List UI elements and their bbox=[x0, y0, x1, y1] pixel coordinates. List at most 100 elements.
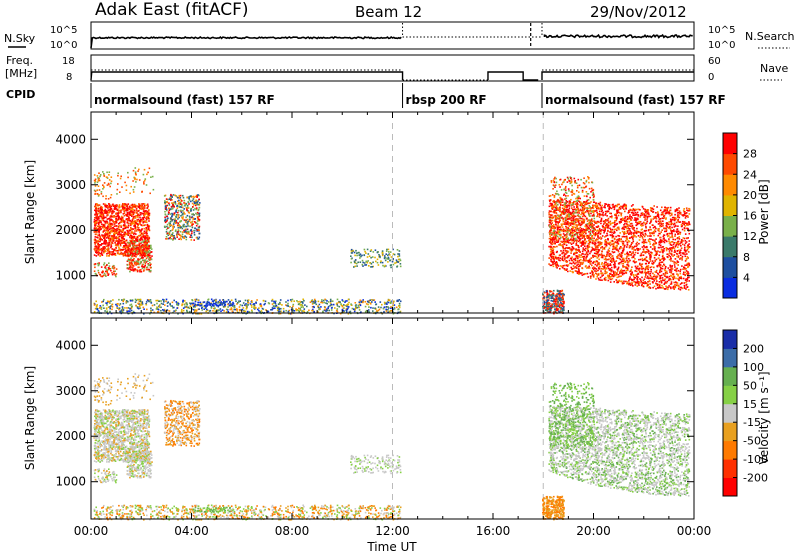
data-pixel bbox=[156, 299, 159, 302]
data-pixel bbox=[227, 299, 230, 301]
data-pixel bbox=[298, 303, 300, 305]
data-pixel bbox=[638, 284, 640, 286]
data-pixel bbox=[135, 262, 137, 264]
data-pixel bbox=[121, 209, 123, 211]
data-pixel bbox=[253, 307, 255, 309]
data-pixel bbox=[245, 308, 248, 310]
data-pixel bbox=[367, 309, 370, 311]
data-pixel bbox=[558, 221, 560, 223]
data-pixel bbox=[142, 245, 145, 248]
data-pixel bbox=[602, 223, 605, 225]
data-pixel bbox=[188, 199, 191, 201]
data-pixel bbox=[566, 208, 568, 211]
data-pixel bbox=[187, 201, 189, 203]
data-pixel bbox=[181, 194, 184, 197]
data-pixel bbox=[162, 298, 164, 301]
data-pixel bbox=[141, 206, 143, 208]
data-pixel bbox=[130, 228, 132, 230]
data-pixel bbox=[682, 240, 684, 242]
data-pixel bbox=[124, 242, 126, 245]
data-pixel bbox=[136, 270, 139, 272]
data-pixel bbox=[688, 243, 690, 245]
data-pixel bbox=[151, 304, 154, 307]
data-pixel bbox=[138, 179, 141, 181]
data-pixel bbox=[631, 283, 633, 285]
data-pixel bbox=[589, 262, 591, 264]
data-pixel bbox=[132, 188, 135, 191]
data-pixel bbox=[614, 220, 616, 222]
data-pixel bbox=[94, 239, 97, 241]
data-pixel bbox=[374, 307, 376, 310]
data-pixel bbox=[123, 238, 126, 241]
data-pixel bbox=[341, 299, 344, 301]
data-pixel bbox=[389, 264, 392, 267]
freq-label: Freq. bbox=[6, 54, 33, 67]
data-pixel bbox=[193, 196, 195, 199]
data-pixel bbox=[573, 216, 575, 219]
data-pixel bbox=[346, 305, 348, 308]
data-pixel bbox=[107, 236, 109, 238]
data-pixel bbox=[641, 235, 644, 238]
data-pixel bbox=[593, 249, 596, 251]
data-pixel bbox=[656, 272, 659, 275]
data-pixel bbox=[112, 251, 115, 253]
data-pixel bbox=[612, 248, 614, 251]
data-pixel bbox=[197, 304, 200, 306]
data-pixel bbox=[680, 245, 682, 247]
data-pixel bbox=[172, 205, 174, 207]
data-pixel bbox=[194, 218, 197, 220]
data-pixel bbox=[128, 217, 130, 219]
data-pixel bbox=[107, 198, 110, 200]
data-pixel bbox=[245, 303, 247, 305]
data-pixel bbox=[128, 245, 130, 248]
data-pixel bbox=[652, 208, 655, 211]
data-pixel bbox=[173, 299, 175, 302]
data-pixel bbox=[118, 308, 120, 311]
data-pixel bbox=[185, 216, 187, 219]
data-pixel bbox=[141, 255, 144, 257]
data-pixel bbox=[107, 212, 109, 214]
data-pixel bbox=[101, 301, 103, 303]
data-pixel bbox=[188, 197, 190, 200]
data-pixel bbox=[143, 236, 145, 239]
data-pixel bbox=[198, 198, 200, 201]
data-pixel bbox=[668, 248, 670, 250]
data-pixel bbox=[124, 254, 127, 257]
data-pixel bbox=[95, 247, 98, 250]
data-pixel bbox=[251, 310, 253, 313]
data-pixel bbox=[251, 301, 253, 303]
title: Adak East (fitACF) bbox=[95, 0, 249, 20]
data-pixel bbox=[373, 299, 376, 301]
data-pixel bbox=[657, 215, 660, 217]
data-pixel bbox=[140, 253, 143, 256]
data-pixel bbox=[120, 236, 123, 239]
data-pixel bbox=[620, 213, 622, 215]
data-pixel bbox=[607, 210, 610, 212]
data-pixel bbox=[359, 254, 361, 257]
data-pixel bbox=[272, 307, 275, 310]
data-pixel bbox=[381, 303, 383, 306]
data-pixel bbox=[302, 302, 304, 304]
data-pixel bbox=[126, 300, 128, 302]
data-pixel bbox=[138, 205, 141, 208]
data-pixel bbox=[262, 299, 265, 302]
data-pixel bbox=[190, 195, 192, 197]
data-pixel bbox=[390, 306, 392, 308]
data-pixel bbox=[118, 240, 120, 243]
data-pixel bbox=[145, 268, 148, 271]
data-pixel bbox=[132, 264, 134, 267]
data-pixel bbox=[669, 243, 672, 246]
data-pixel bbox=[133, 232, 136, 234]
data-pixel bbox=[615, 235, 617, 238]
data-pixel bbox=[94, 209, 97, 212]
data-pixel bbox=[210, 307, 213, 309]
data-pixel bbox=[639, 258, 642, 261]
data-pixel bbox=[131, 204, 134, 207]
data-pixel bbox=[578, 272, 580, 274]
data-pixel bbox=[121, 215, 123, 218]
data-pixel bbox=[629, 232, 631, 234]
data-pixel bbox=[631, 256, 633, 259]
data-pixel bbox=[106, 233, 108, 235]
data-pixel bbox=[636, 211, 639, 214]
data-pixel bbox=[184, 219, 187, 222]
